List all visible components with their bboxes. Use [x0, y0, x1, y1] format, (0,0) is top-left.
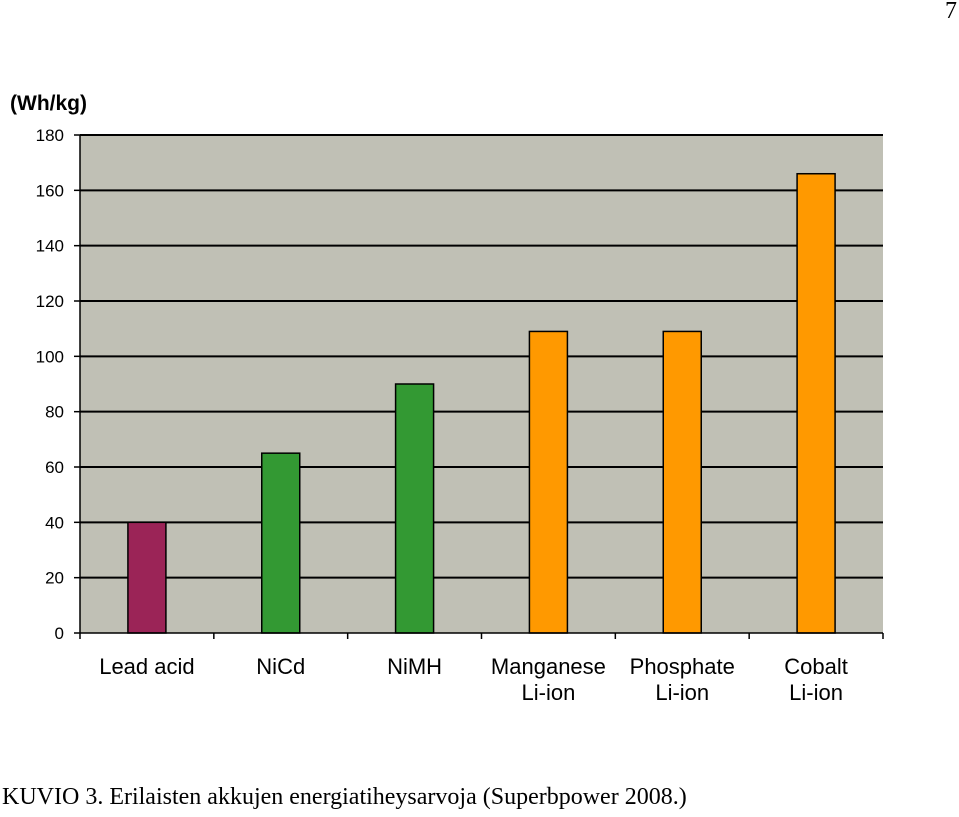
bar-manganese-li-ion	[528, 330, 569, 634]
x-category-label: NiMH	[387, 654, 442, 679]
y-axis-unit-label: (Wh/kg)	[10, 92, 87, 115]
page-number: 7	[945, 0, 957, 24]
x-category-label: Lead acid	[99, 654, 194, 679]
y-tick-label-120: 120	[36, 292, 64, 311]
bar-phosphate-li-ion	[662, 330, 702, 634]
x-category-labels: Lead acid NiCd NiMH ManganeseLi-ionPhosphat…	[99, 654, 848, 705]
y-tick-label-100: 100	[36, 347, 64, 366]
x-category-label: NiCd	[256, 654, 305, 679]
plot-area	[80, 135, 883, 633]
y-tick-label-40: 40	[45, 513, 64, 532]
gridlines	[80, 134, 883, 579]
y-tick-label-0: 0	[55, 624, 64, 643]
y-tick-label-60: 60	[45, 458, 64, 477]
x-category-label: Li-ion	[655, 680, 709, 705]
x-category-label: Li-ion	[522, 680, 576, 705]
bar-lead-acid	[127, 521, 167, 634]
x-category-label: Manganese	[491, 654, 606, 679]
x-category-label: Cobalt	[784, 654, 848, 679]
bars	[127, 172, 836, 634]
y-tick-label-160: 160	[36, 181, 64, 200]
y-tick-label-140: 140	[36, 237, 64, 256]
bar-nimh	[394, 383, 435, 634]
energy-density-bar-chart: 0 20 40 60 80 100 120 140 160 180 Lead acid NiCd Ni…	[10, 92, 884, 705]
y-tick-label-80: 80	[45, 403, 64, 422]
x-category-label: Phosphate	[630, 654, 735, 679]
bar-cobalt-li-ion	[796, 172, 836, 634]
y-tick-labels: 0 20 40 60 80 100 120 140 160 180	[36, 126, 64, 643]
x-category-label: Li-ion	[789, 680, 843, 705]
axes	[74, 134, 884, 639]
y-tick-label-20: 20	[45, 569, 64, 588]
figure-caption: KUVIO 3. Erilaisten akkujen energiatihey…	[2, 784, 687, 810]
bar-nicd	[261, 452, 301, 634]
y-tick-label-180: 180	[36, 126, 64, 145]
